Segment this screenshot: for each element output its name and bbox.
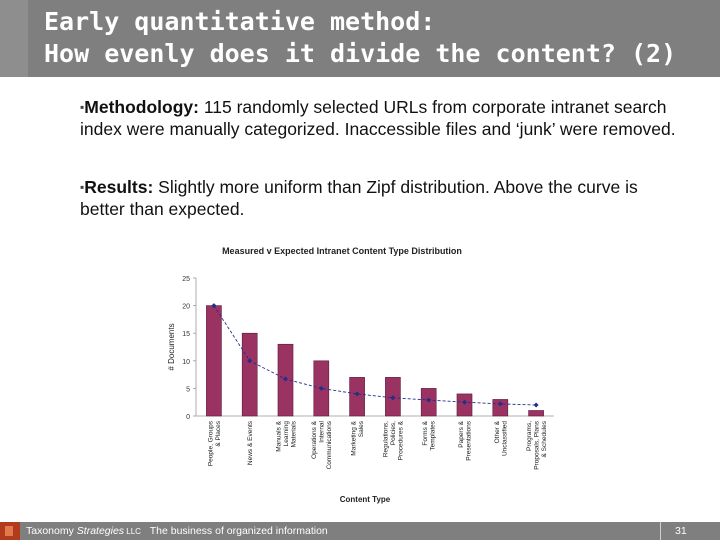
y-tick-label: 10 [182,359,190,366]
x-tick-label-line: Unclassified [501,421,508,456]
x-axis-label: Content Type [340,495,391,504]
x-tick-label-line: News & Events [247,420,254,465]
x-tick-label-line: & Places [215,420,222,446]
footer-company-b: Strategies [76,525,125,537]
footer-company-a: Taxonomy [26,525,77,537]
x-tick-label-line: Marketing & [351,420,358,455]
x-tick-label-line: Presentations [466,420,473,460]
footer-tagline: The business of organized information [149,525,328,537]
expected-point [318,385,324,391]
expected-point [247,358,253,364]
x-tick-label-line: Internal [319,420,326,442]
y-tick-label: 5 [186,386,190,393]
bar [528,410,544,417]
y-tick-label: 15 [182,331,190,338]
y-tick-label: 25 [182,276,190,283]
slide-title: Early quantitative method: How evenly do… [44,6,676,70]
x-tick-label-line: Regulations, [383,421,390,457]
x-tick-label-line: Sales [358,420,365,437]
footer-company-c: LLC [124,527,141,536]
x-tick-label-line: Papers & [458,420,465,447]
bullet-results: ▪Results: Slightly more uniform than Zip… [80,176,680,220]
x-tick-label: People, Groups& Places [207,420,222,466]
content-type-chart: Measured v Expected Intranet Content Typ… [167,246,554,504]
y-tick-label: 20 [182,304,190,311]
x-tick-label: Regulations,Policies,Procedures & [383,420,405,460]
footer-company: Taxonomy Strategies LLC The business of … [26,525,328,538]
x-tick-label-line: Manuals & [275,420,282,451]
x-tick-label: Programs,Proposals, Plans& Schedules [526,420,548,470]
bar [349,377,365,417]
x-tick-label: News & Events [247,420,254,465]
x-tick-label-line: Programs, [526,421,533,451]
expected-line [213,305,537,406]
x-tick-label-line: Procedures & [398,420,405,460]
expected-point [462,399,467,405]
expected-point [283,376,288,382]
x-tick-label-line: Operations & [311,420,318,459]
title-accent [0,0,28,77]
bar [206,305,222,417]
bullet-mark: ▪ [80,180,85,194]
bar [241,332,258,417]
x-tick-label: Papers &Presentations [458,420,473,460]
expected-point [211,303,217,309]
expected-point [354,391,360,397]
footer: Taxonomy Strategies LLC The business of … [0,522,720,540]
x-tick-label-line: Policies, [390,421,397,445]
x-tick-label-line: Proposals, Plans [533,420,540,470]
title-bar: Early quantitative method: How evenly do… [0,0,720,77]
title-line-1: Early quantitative method: [44,7,436,36]
x-tick-label: Operations &InternalCommunications [311,420,333,469]
methodology-text: 115 randomly selected URLs from corporat… [80,97,676,139]
expected-point [390,395,396,401]
x-tick-label-line: People, Groups [207,420,214,466]
x-tick-label: Marketing &Sales [351,420,366,455]
bullet-methodology: ▪Methodology: 115 randomly selected URLs… [80,96,680,140]
page-divider [660,522,661,540]
expected-point [497,401,503,407]
page-number: 31 [675,525,687,537]
x-tick-label-line: Other & [494,420,501,443]
y-tick-label: 0 [186,414,190,421]
x-tick-label: Forms &Templates [422,420,437,450]
bullet-mark: ▪ [80,100,85,114]
x-tick-label-line: Learning [283,421,290,447]
logo-icon [0,522,20,540]
expected-point [533,402,539,408]
x-tick-label-line: Forms & [422,420,429,445]
x-tick-label-line: Materials [290,420,297,447]
y-axis-label: # Documents [167,323,176,370]
chart-title: Measured v Expected Intranet Content Typ… [222,246,462,256]
methodology-label: Methodology: [84,97,199,117]
x-tick-label-line: & Schedules [541,420,548,457]
x-tick-label: Other &Unclassified [494,420,509,456]
x-tick-label-line: Communications [326,420,333,469]
expected-point [426,397,432,403]
bar [456,393,473,417]
results-text: Slightly more uniform than Zipf distribu… [80,177,638,219]
title-line-2: How evenly does it divide the content? (… [44,39,677,68]
x-tick-label-line: Templates [430,420,437,450]
results-label: Results: [84,177,154,197]
x-tick-label: Manuals &LearningMaterials [275,420,297,451]
